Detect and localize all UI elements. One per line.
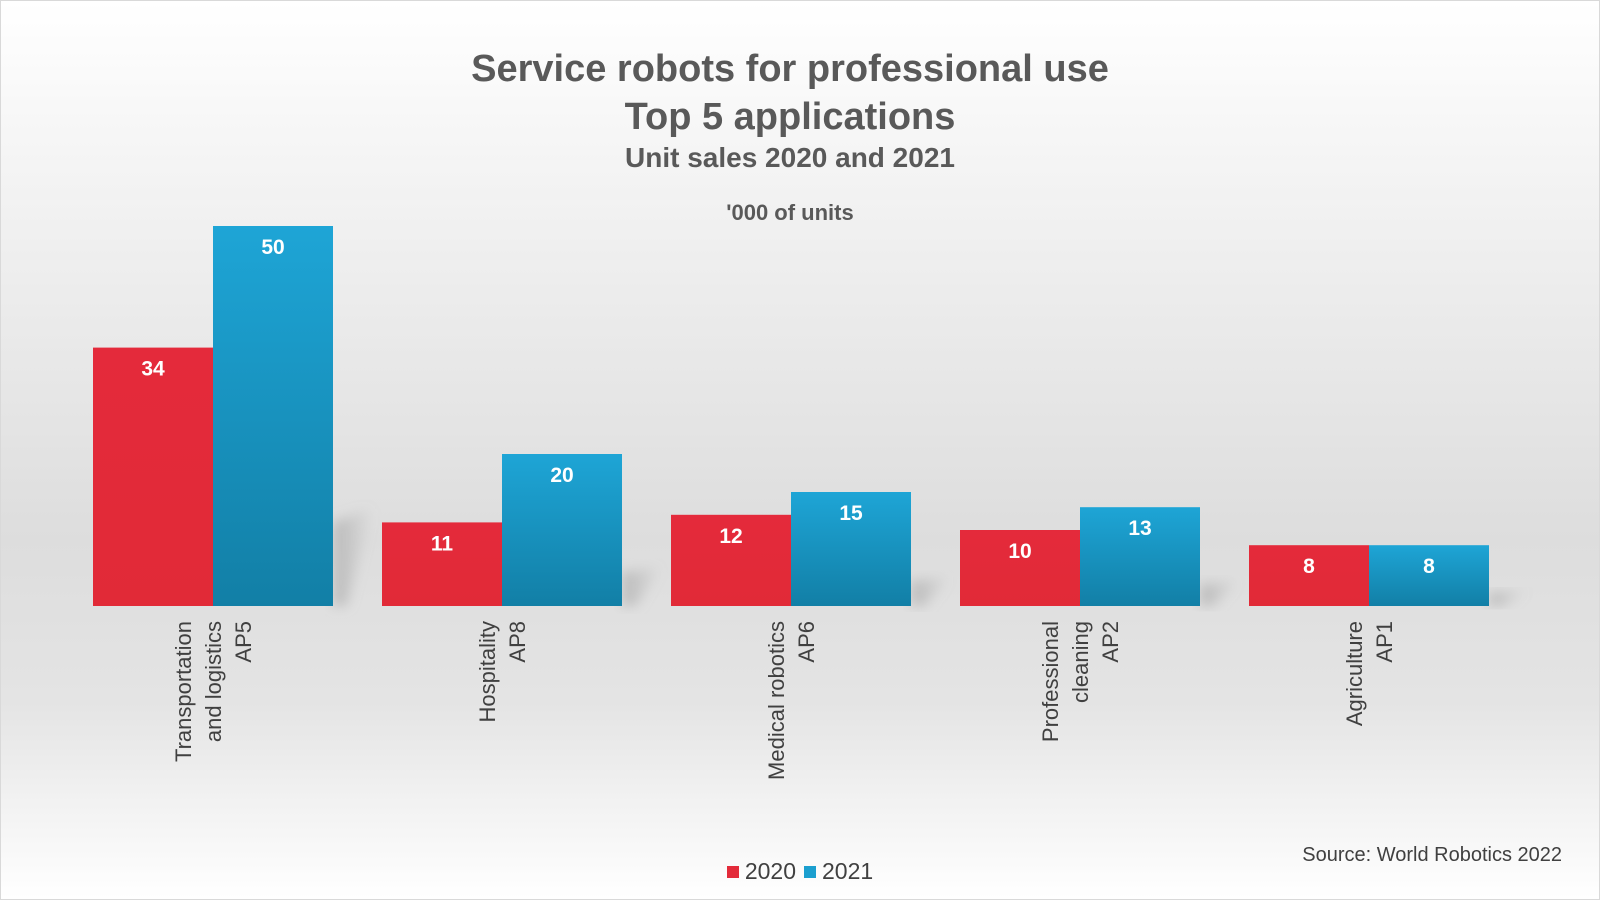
data-label: 8 bbox=[1423, 555, 1435, 578]
data-label: 13 bbox=[1128, 517, 1151, 540]
source-note: Source: World Robotics 2022 bbox=[1302, 844, 1562, 866]
category-label: Transportation and logistics AP5 bbox=[171, 621, 256, 762]
bar-shadow bbox=[911, 576, 951, 606]
category-label-line: AP8 bbox=[505, 621, 530, 663]
category-label-line: AP1 bbox=[1372, 621, 1397, 663]
bar-2020-1 bbox=[382, 522, 502, 606]
chart-title-line2: Top 5 applications bbox=[624, 96, 956, 138]
bar-2020-4 bbox=[1249, 545, 1369, 606]
chart-title: Service robots for professional use bbox=[471, 48, 1109, 90]
bar-2020-2 bbox=[671, 514, 791, 606]
data-label: 10 bbox=[1008, 540, 1031, 563]
bar-2021-2 bbox=[791, 492, 911, 606]
bar-2021-1 bbox=[502, 454, 622, 606]
legend-label: 2020 bbox=[744, 858, 796, 884]
category-label-line: AP5 bbox=[231, 621, 256, 663]
category-label-line: Hospitality bbox=[475, 621, 500, 722]
legend-item-2021: 2021 bbox=[804, 858, 873, 885]
legend-label: 2021 bbox=[822, 858, 874, 884]
bar-2021-3 bbox=[1080, 507, 1200, 606]
category-label: Professional cleaning AP2 bbox=[1038, 621, 1123, 742]
category-label: Medical robotics AP6 bbox=[764, 621, 819, 780]
bar-2021-0 bbox=[213, 226, 333, 606]
data-label: 12 bbox=[719, 525, 742, 548]
bar-2020-0 bbox=[93, 347, 213, 606]
bar-shadow bbox=[1200, 580, 1240, 606]
bar-2021-4 bbox=[1369, 545, 1489, 606]
bar-chart: 34 50 11 20 12 15 10 13 8 8 Transportation and log… bbox=[93, 226, 1529, 780]
data-label: 11 bbox=[431, 532, 454, 555]
legend-swatch bbox=[726, 866, 739, 878]
data-label: 15 bbox=[839, 502, 863, 525]
category-label-line: AP2 bbox=[1098, 621, 1123, 663]
category-label-line: Medical robotics bbox=[764, 621, 789, 780]
chart-subtitle: Unit sales 2020 and 2021 bbox=[625, 142, 955, 173]
category-label-line: cleaning bbox=[1068, 621, 1093, 703]
bar-2020-3 bbox=[960, 530, 1080, 606]
category-label: Agriculture AP1 bbox=[1342, 621, 1397, 726]
data-label: 34 bbox=[141, 358, 165, 381]
category-label-line: AP6 bbox=[794, 621, 819, 663]
bar-shadow bbox=[622, 566, 662, 606]
data-label: 50 bbox=[261, 236, 284, 259]
category-label-line: Transportation bbox=[171, 621, 196, 762]
category-label-line: and logistics bbox=[201, 621, 226, 742]
bar-shadow bbox=[1489, 590, 1529, 606]
units-label: '000 of units bbox=[726, 200, 854, 225]
category-label-line: Agriculture bbox=[1342, 621, 1367, 726]
data-label: 8 bbox=[1303, 555, 1315, 578]
chart-legend: 2020 2021 bbox=[0, 858, 1600, 885]
legend-item-2020: 2020 bbox=[726, 858, 796, 885]
category-label: Hospitality AP8 bbox=[475, 621, 530, 722]
legend-swatch bbox=[804, 866, 816, 878]
bar-shadow bbox=[333, 507, 373, 606]
data-label: 20 bbox=[550, 464, 573, 487]
category-label-line: Professional bbox=[1038, 621, 1063, 742]
